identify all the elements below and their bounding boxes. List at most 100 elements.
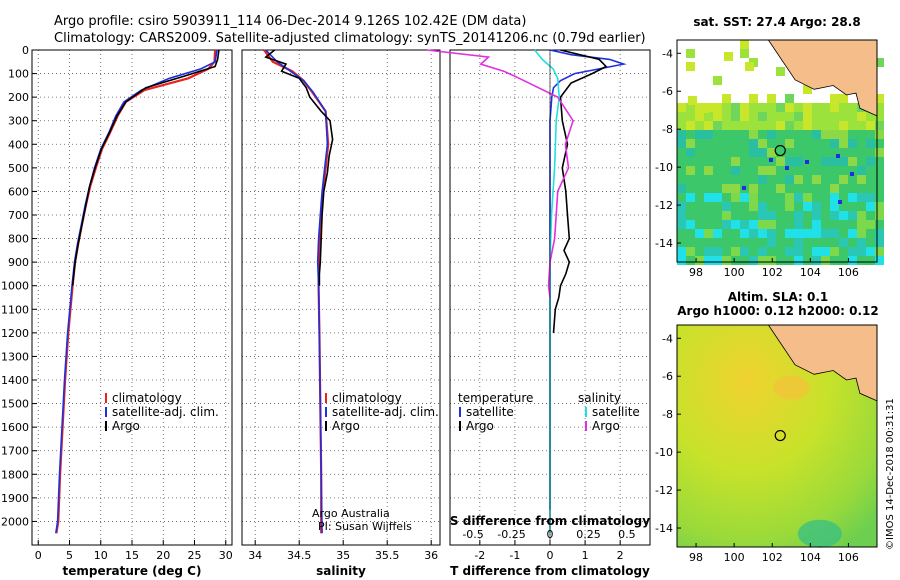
sst-cell <box>713 121 722 130</box>
sst-cell <box>857 229 866 238</box>
sst-cell <box>686 238 695 247</box>
sst-cell <box>704 211 713 220</box>
sst-cell <box>713 220 722 229</box>
sst-cell <box>749 256 758 265</box>
x-tick-label: 15 <box>125 549 139 562</box>
sst-cell <box>776 121 785 130</box>
sst-cell <box>785 157 794 166</box>
sst-cell <box>857 130 866 139</box>
sst-cell <box>866 121 875 130</box>
map-title: sat. SST: 27.4 Argo: 28.8 <box>693 15 860 29</box>
sst-cell <box>848 238 857 247</box>
sst-cell <box>749 130 758 139</box>
sst-cell <box>722 112 731 121</box>
sst-cell <box>785 130 794 139</box>
sst-cell <box>740 220 749 229</box>
sst-cell <box>785 121 794 130</box>
sst-cell <box>794 112 803 121</box>
y-tick-label: -14 <box>655 522 673 535</box>
sst-cell <box>875 94 884 103</box>
sst-cell <box>812 103 821 112</box>
sst-cell <box>848 103 857 112</box>
sst-cell <box>857 175 866 184</box>
sst-cell <box>839 148 848 157</box>
sst-cell <box>767 121 776 130</box>
sst-cell <box>821 103 830 112</box>
sst-cell <box>875 247 884 256</box>
legend-entry: Argo <box>592 419 620 433</box>
sst-cell <box>749 247 758 256</box>
sst-cell <box>686 184 695 193</box>
sst-cell <box>713 256 722 265</box>
sst-cell <box>713 148 722 157</box>
sst-cell <box>821 139 830 148</box>
y-tick-label: 1600 <box>1 421 29 434</box>
sst-cell <box>704 229 713 238</box>
sst-cell <box>830 256 839 265</box>
y-tick-label: -4 <box>662 47 673 60</box>
sst-cell <box>866 184 875 193</box>
float-dot <box>805 160 809 164</box>
sst-cell <box>767 112 776 121</box>
sst-cell <box>794 193 803 202</box>
float-dot <box>836 154 840 158</box>
sst-cell <box>830 229 839 238</box>
sst-cell <box>803 193 812 202</box>
sst-cell <box>749 94 758 103</box>
sst-cell <box>866 193 875 202</box>
sst-cell <box>677 220 686 229</box>
sst-cell <box>731 184 740 193</box>
sst-cell <box>785 202 794 211</box>
sst-cell <box>767 130 776 139</box>
sst-cell <box>848 220 857 229</box>
sla-blob <box>797 519 842 548</box>
x-tick-label: 34 <box>248 549 262 562</box>
sst-cell <box>776 220 785 229</box>
sst-cell <box>767 202 776 211</box>
sst-cell <box>785 220 794 229</box>
sst-cell <box>704 220 713 229</box>
sst-cell <box>812 193 821 202</box>
sst-cell <box>785 139 794 148</box>
y-tick-label: 900 <box>8 256 29 269</box>
sst-cell <box>839 202 848 211</box>
sst-cell <box>677 238 686 247</box>
sst-cell <box>794 103 803 112</box>
sst-cell <box>722 121 731 130</box>
sst-cell <box>749 175 758 184</box>
sst-cell <box>857 211 866 220</box>
sst-cell <box>830 184 839 193</box>
series-line-sat <box>55 49 218 534</box>
sst-cell <box>713 130 722 139</box>
sst-cell <box>749 157 758 166</box>
sst-cell <box>695 148 704 157</box>
sst-cell <box>731 130 740 139</box>
sst-cell <box>821 202 830 211</box>
sst-cell <box>731 229 740 238</box>
sst-cell <box>749 193 758 202</box>
y-tick-label: -6 <box>662 370 673 383</box>
sst-cell <box>677 166 686 175</box>
sst-cell <box>740 112 749 121</box>
sst-cell <box>794 220 803 229</box>
x-tick-label: 106 <box>838 266 859 279</box>
sst-cell <box>794 148 803 157</box>
sst-cell <box>866 139 875 148</box>
sst-cell <box>848 130 857 139</box>
x-tick-label: 35 <box>336 549 350 562</box>
sst-cell <box>686 148 695 157</box>
sst-cell <box>722 103 731 112</box>
sst-cell <box>857 184 866 193</box>
sst-cell <box>857 238 866 247</box>
y-tick-label: -10 <box>655 161 673 174</box>
sst-cell <box>758 103 767 112</box>
sst-cell <box>839 139 848 148</box>
sst-cell <box>794 121 803 130</box>
sst-cell <box>866 112 875 121</box>
sst-cell <box>866 247 875 256</box>
sst-cell <box>803 256 812 265</box>
y-tick-label: 1000 <box>1 280 29 293</box>
map-frame <box>676 39 878 263</box>
sst-cell <box>731 166 740 175</box>
x-tick-label: 104 <box>800 266 821 279</box>
